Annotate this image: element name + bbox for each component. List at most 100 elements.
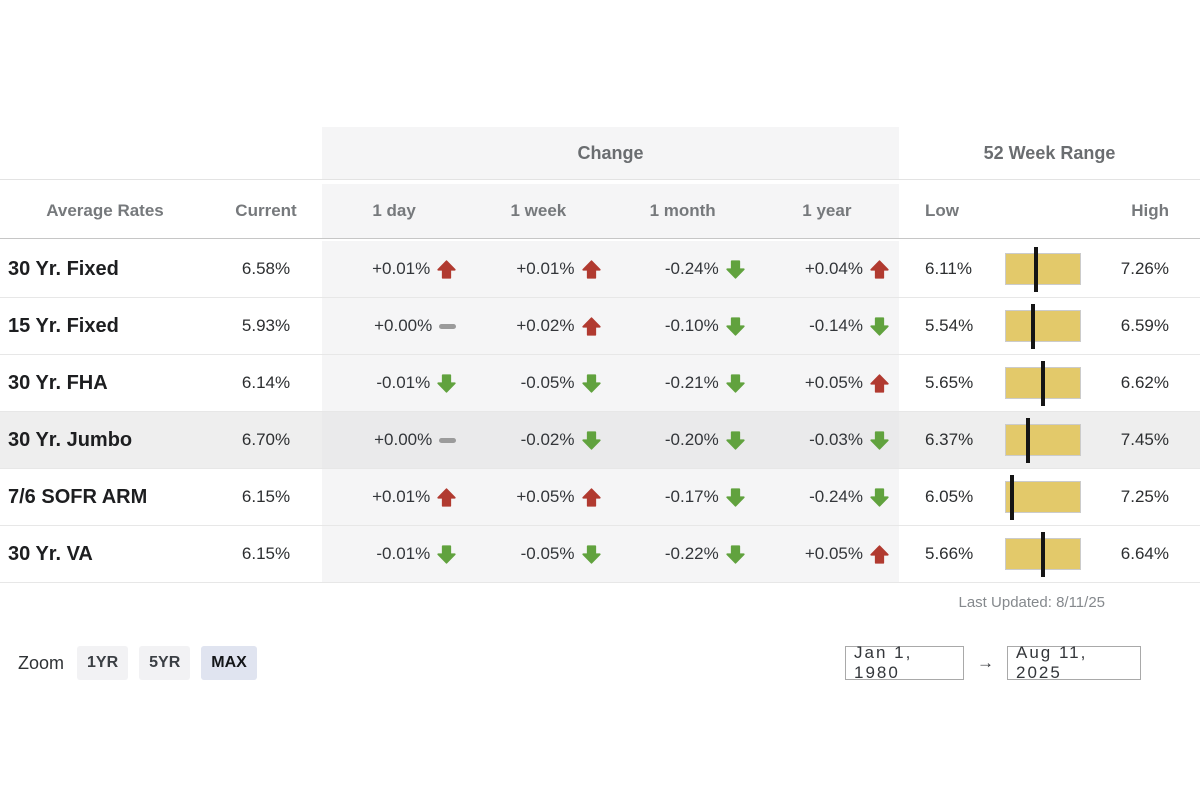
current-rate-marker <box>1009 475 1014 520</box>
rate-type-label[interactable]: 30 Yr. VA <box>0 526 210 583</box>
current-rate-value: 6.15% <box>210 526 322 583</box>
change-down-icon <box>726 373 745 393</box>
zoom-button-1yr[interactable]: 1YR <box>77 646 129 680</box>
change-up-icon <box>437 259 456 279</box>
change-value: -0.05% <box>520 373 575 392</box>
52-week-range-bar <box>1004 475 1081 520</box>
change-value: -0.02% <box>520 430 575 449</box>
52-week-range-bar <box>1004 418 1081 463</box>
current-rate-marker <box>1030 304 1035 349</box>
change-value: -0.24% <box>809 487 863 506</box>
change-1year-cell: -0.24% <box>754 469 899 526</box>
range-high-value: 7.45% <box>1095 412 1200 469</box>
change-value: +0.00% <box>374 316 433 335</box>
current-rate-value: 6.14% <box>210 355 322 412</box>
change-down-icon <box>870 430 889 450</box>
range-bar-cell <box>990 298 1095 355</box>
change-value: -0.01% <box>376 373 431 392</box>
change-1year-cell: -0.03% <box>754 412 899 469</box>
range-high-value: 7.26% <box>1095 241 1200 298</box>
rate-type-label[interactable]: 15 Yr. Fixed <box>0 298 210 355</box>
change-value: -0.14% <box>809 316 863 335</box>
change-value: -0.17% <box>664 487 719 506</box>
change-1month-cell: -0.20% <box>610 412 755 469</box>
52-week-range-bar <box>1004 532 1081 577</box>
change-value: -0.24% <box>664 259 719 278</box>
range-bar-cell <box>990 241 1095 298</box>
change-down-icon <box>437 373 456 393</box>
change-1year-cell: +0.05% <box>754 526 899 583</box>
mortgage-rates-table: Change 52 Week Range Average Rates Curre… <box>0 127 1200 583</box>
change-1week-cell: +0.01% <box>466 241 611 298</box>
change-1month-cell: -0.24% <box>610 241 755 298</box>
change-1day-cell: +0.01% <box>322 469 467 526</box>
range-low-value: 6.05% <box>899 469 990 526</box>
change-value: +0.05% <box>804 373 863 392</box>
change-1day-cell: +0.00% <box>322 412 467 469</box>
change-1month-cell: -0.22% <box>610 526 755 583</box>
change-up-icon <box>870 259 889 279</box>
change-1week-cell: +0.02% <box>466 298 611 355</box>
change-down-icon <box>581 544 601 564</box>
change-value: +0.02% <box>516 316 575 335</box>
current-rate-value: 6.15% <box>210 469 322 526</box>
change-down-icon <box>726 259 745 279</box>
column-header-current: Current <box>210 184 322 239</box>
date-range-controls: Jan 1, 1980 → Aug 11, 2025 <box>845 643 1141 682</box>
52-week-range-bar <box>1004 361 1081 406</box>
change-value: -0.20% <box>664 430 719 449</box>
range-bar-cell <box>990 355 1095 412</box>
rate-type-label[interactable]: 30 Yr. Fixed <box>0 241 210 298</box>
change-up-icon <box>870 373 889 393</box>
change-1week-cell: +0.05% <box>466 469 611 526</box>
change-down-icon <box>726 430 745 450</box>
current-rate-marker <box>1040 361 1045 406</box>
range-low-value: 6.11% <box>899 241 990 298</box>
change-value: +0.00% <box>374 430 433 449</box>
range-high-value: 7.25% <box>1095 469 1200 526</box>
date-to-input[interactable]: Aug 11, 2025 <box>1007 643 1141 682</box>
change-up-icon <box>581 316 601 336</box>
group-header-spacer <box>0 127 322 180</box>
range-high-value: 6.64% <box>1095 526 1200 583</box>
zoom-button-group: 1YR 5YR MAX <box>77 646 257 680</box>
52-week-range-bar <box>1004 247 1081 292</box>
change-value: -0.05% <box>520 544 575 563</box>
change-down-icon <box>726 487 745 507</box>
rate-type-label[interactable]: 30 Yr. Jumbo <box>0 412 210 469</box>
change-up-icon <box>581 487 601 507</box>
change-value: +0.04% <box>804 259 863 278</box>
change-value: -0.21% <box>664 373 719 392</box>
current-rate-value: 6.58% <box>210 241 322 298</box>
current-rate-value: 5.93% <box>210 298 322 355</box>
current-rate-marker <box>1026 418 1031 463</box>
range-low-value: 5.65% <box>899 355 990 412</box>
zoom-button-max[interactable]: MAX <box>201 646 257 680</box>
rate-type-label[interactable]: 7/6 SOFR ARM <box>0 469 210 526</box>
column-header-1-week: 1 week <box>466 184 611 239</box>
change-1year-cell: +0.04% <box>754 241 899 298</box>
change-1month-cell: -0.17% <box>610 469 755 526</box>
date-range-arrow-icon: → <box>977 653 994 672</box>
change-up-icon <box>870 544 889 564</box>
change-1day-cell: -0.01% <box>322 526 467 583</box>
change-down-icon <box>581 430 601 450</box>
52-week-range-bar <box>1004 304 1081 349</box>
zoom-label: Zoom <box>18 652 65 673</box>
change-1week-cell: -0.05% <box>466 526 611 583</box>
date-from-input[interactable]: Jan 1, 1980 <box>845 643 964 682</box>
change-down-icon <box>437 544 456 564</box>
rate-type-label[interactable]: 30 Yr. FHA <box>0 355 210 412</box>
change-up-icon <box>437 487 456 507</box>
change-down-icon <box>726 316 745 336</box>
change-value: +0.05% <box>804 544 863 563</box>
change-down-icon <box>581 373 601 393</box>
change-flat-icon <box>439 323 457 329</box>
change-value: -0.22% <box>664 544 719 563</box>
zoom-button-5yr[interactable]: 5YR <box>139 646 191 680</box>
range-bar-cell <box>990 412 1095 469</box>
change-1year-cell: -0.14% <box>754 298 899 355</box>
change-value: -0.10% <box>664 316 719 335</box>
range-bar-cell <box>990 469 1095 526</box>
